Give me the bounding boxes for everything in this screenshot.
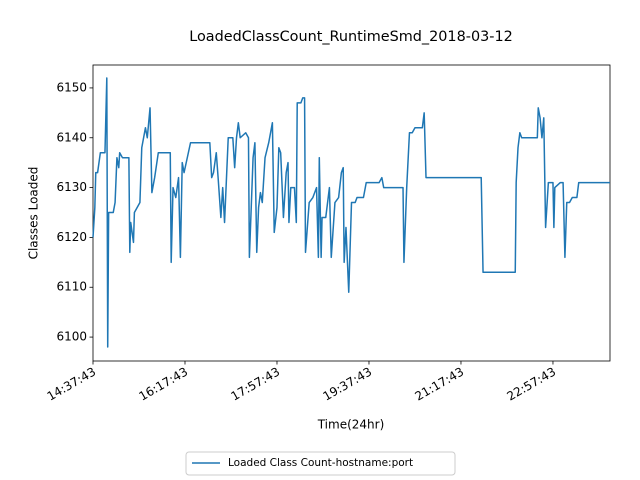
x-tick-label: 19:37:43 [321,365,375,404]
x-tick-label: 14:37:43 [45,365,99,404]
x-tick-label: 17:57:43 [229,365,283,404]
x-tick-label: 21:17:43 [413,365,467,404]
plot-frame [92,64,611,362]
y-tick-label: 6100 [56,330,87,344]
y-tick-label: 6150 [56,80,87,94]
y-tick-label: 6130 [56,180,87,194]
y-tick-label: 6120 [56,230,87,244]
legend-label: Loaded Class Count-hostname:port [228,457,413,469]
legend: Loaded Class Count-hostname:port [185,451,456,476]
data-line [92,77,610,348]
legend-box [185,451,456,476]
x-tick-label: 16:17:43 [137,365,191,404]
x-tick-label: 22:57:43 [505,365,559,404]
chart-title: LoadedClassCount_RuntimeSmd_2018-03-12 [189,29,513,45]
y-axis-label: Classes Loaded [27,167,41,260]
y-tick-label: 6140 [56,130,87,144]
x-axis-label: Time(24hr) [317,418,385,432]
y-tick-label: 6110 [56,280,87,294]
